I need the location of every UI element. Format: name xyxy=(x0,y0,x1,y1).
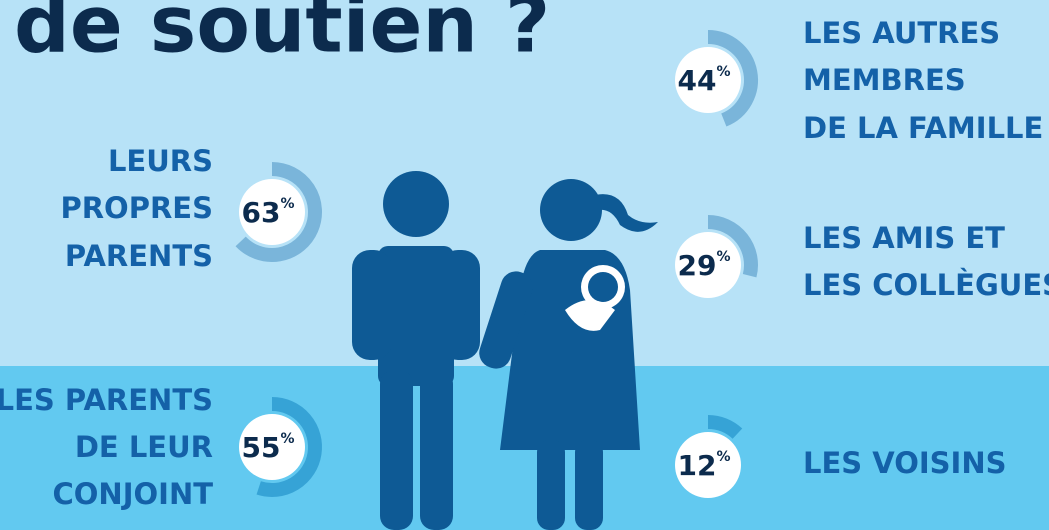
percent-number: 12 xyxy=(678,449,717,482)
percent-unit: % xyxy=(716,249,730,265)
percent-number: 55 xyxy=(242,431,281,464)
percent-number: 29 xyxy=(678,249,717,282)
infographic: de soutien ? 63% LEURS PROPRES PARENTS 55% LE… xyxy=(0,0,1049,530)
item-label: MEMBRES xyxy=(803,63,966,97)
item-label: PROPRES xyxy=(60,191,213,225)
item-label: LES PARENTS xyxy=(0,383,213,417)
item-label: PARENTS xyxy=(65,239,213,273)
item-label: LES AMIS ET xyxy=(803,221,1005,255)
percent-unit: % xyxy=(716,64,730,80)
percent-unit: % xyxy=(280,431,294,447)
percent-number: 63 xyxy=(242,196,281,229)
item-label: LES AUTRES xyxy=(803,16,1000,50)
title: de soutien ? xyxy=(14,0,550,70)
item-label: DE LA FAMILLE xyxy=(803,111,1043,145)
item-label: LES VOISINS xyxy=(803,446,1006,480)
item-label: LES COLLÈGUES xyxy=(803,268,1049,302)
item-label: DE LEUR xyxy=(75,430,213,464)
percent-unit: % xyxy=(716,449,730,465)
percent-unit: % xyxy=(280,196,294,212)
percent-number: 44 xyxy=(678,64,717,97)
item-label: LEURS xyxy=(108,144,213,178)
item-label: CONJOINT xyxy=(53,477,214,511)
